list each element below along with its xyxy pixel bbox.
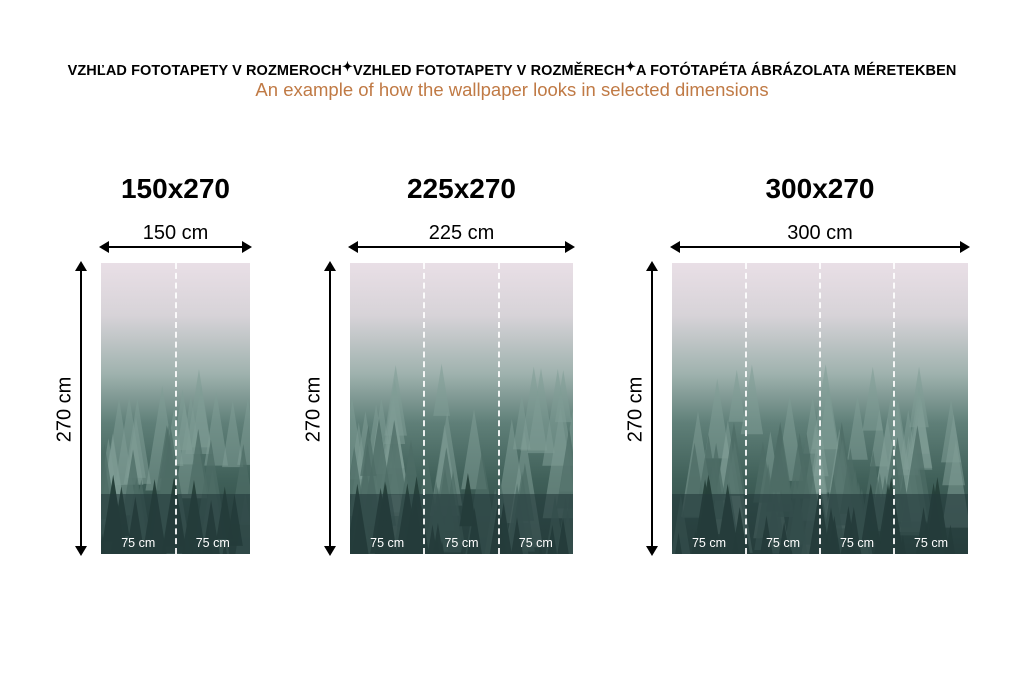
panel-width-label: 75 cm — [839, 536, 875, 550]
panel-seam — [745, 263, 747, 554]
variant-title: 225x270 — [406, 173, 516, 204]
height-arrow — [75, 261, 87, 556]
width-arrow — [99, 241, 252, 253]
panel-seam — [893, 263, 895, 554]
panel-seam — [819, 263, 821, 554]
panel-seam — [423, 263, 426, 554]
panel-width-label: 75 cm — [913, 536, 949, 550]
panel-width-label: 75 cm — [370, 536, 405, 550]
wallpaper-preview: 75 cm 75 cm 75 cm — [350, 263, 573, 554]
panel-width-label: 75 cm — [765, 536, 801, 550]
wallpaper-preview: 75 cm 75 cm 75 cm 75 cm — [672, 263, 968, 554]
height-label: 270 cm — [53, 376, 76, 443]
sparkle-icon: ✦ — [624, 59, 636, 74]
panel-width-label: 75 cm — [444, 536, 479, 550]
title-cz: VZHLED FOTOTAPETY V ROZMĚRECH — [352, 63, 625, 79]
panel-width-label: 75 cm — [691, 536, 727, 550]
header-title: VZHĽAD FOTOTAPETY V ROZMEROCH✦VZHLED FOT… — [0, 59, 1024, 79]
title-sk: VZHĽAD FOTOTAPETY V ROZMEROCH — [67, 63, 342, 79]
height-label: 270 cm — [624, 376, 647, 443]
width-label: 225 cm — [428, 222, 495, 244]
header-subtitle: An example of how the wallpaper looks in… — [255, 79, 769, 100]
width-arrow — [348, 241, 575, 253]
panel-seam — [174, 263, 177, 554]
panel-width-label: 75 cm — [195, 536, 230, 550]
width-arrow — [670, 241, 970, 253]
title-hu: A FOTÓTAPÉTA ÁBRÁZOLATA MÉRETEKBEN — [635, 63, 957, 79]
variant-title: 300x270 — [765, 173, 875, 204]
width-label: 150 cm — [142, 222, 209, 244]
wallpaper-preview: 75 cm 75 cm — [101, 263, 250, 554]
height-label: 270 cm — [302, 376, 325, 443]
width-label: 300 cm — [787, 222, 853, 244]
panel-width-label: 75 cm — [518, 536, 553, 550]
panel-width-label: 75 cm — [121, 536, 156, 550]
height-arrow — [646, 261, 658, 556]
sparkle-icon: ✦ — [341, 59, 353, 74]
panel-seam — [497, 263, 500, 554]
height-arrow — [324, 261, 336, 556]
variant-title: 150x270 — [120, 173, 230, 204]
